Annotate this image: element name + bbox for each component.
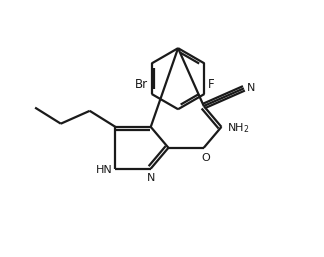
Text: NH$_2$: NH$_2$ xyxy=(227,122,250,135)
Text: HN: HN xyxy=(96,165,113,175)
Text: Br: Br xyxy=(135,78,148,91)
Text: O: O xyxy=(201,153,210,163)
Text: F: F xyxy=(208,78,214,91)
Text: N: N xyxy=(247,83,255,93)
Text: N: N xyxy=(146,173,155,183)
